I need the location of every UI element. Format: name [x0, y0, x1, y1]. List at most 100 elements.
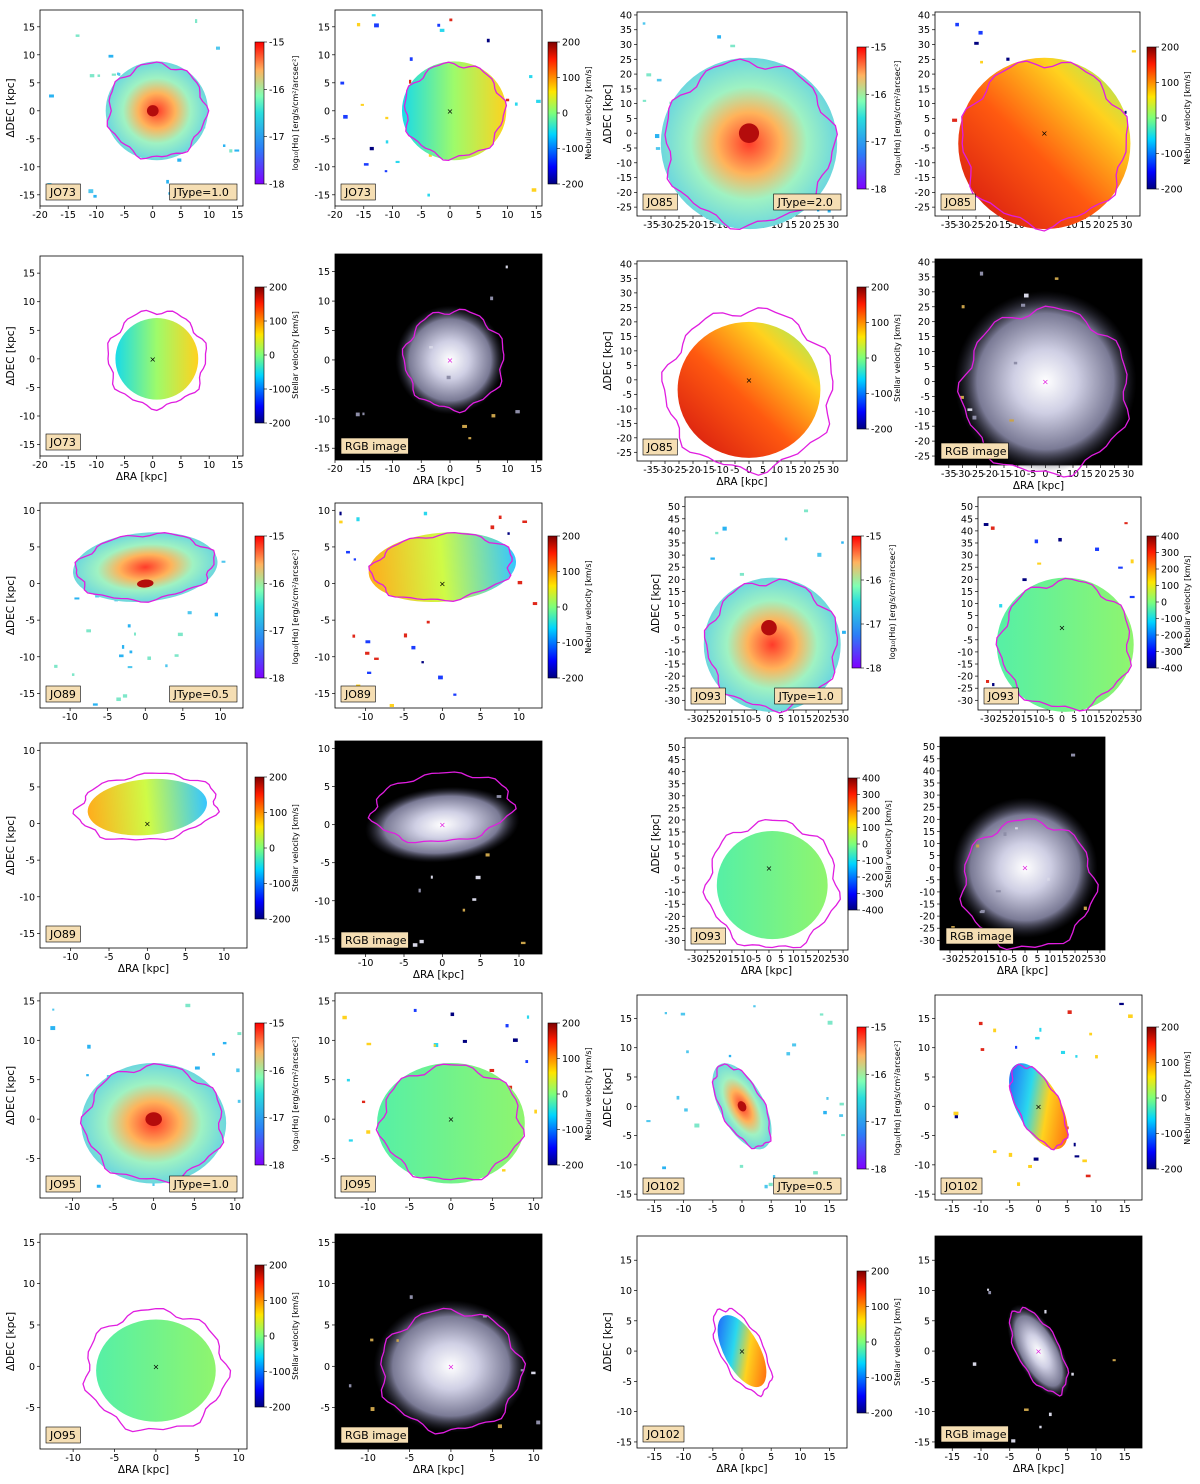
colorbar-tick-label: 200	[1161, 43, 1179, 54]
ra-tick-label: 25	[813, 465, 825, 476]
noise-pixel	[1060, 1050, 1066, 1055]
dec-tick-label: 10	[918, 1043, 930, 1054]
dec-tick-label: 0	[924, 1102, 930, 1113]
ra-tick-label: -15	[356, 210, 372, 221]
ra-tick-label: 25	[813, 220, 825, 231]
dec-tick-label: 5	[29, 1320, 35, 1331]
noise-pixel	[784, 537, 788, 541]
nebular-colorbar	[547, 41, 558, 185]
ra-tick-label: 5	[489, 1453, 495, 1464]
dec-tick-label: -10	[19, 892, 35, 903]
dec-tick-label: 30	[620, 40, 632, 51]
dec-tick-label: 5	[924, 1073, 930, 1084]
ra-tick-label: -5	[120, 460, 129, 471]
noise-pixel	[1129, 595, 1135, 599]
stellar-colorbar	[856, 1270, 867, 1414]
halpha-emission-map	[73, 532, 218, 603]
colorbar-tick-label: -100	[871, 389, 893, 400]
dec-tick-label: -25	[616, 203, 632, 214]
dec-tick-label: 25	[668, 803, 680, 814]
dec-axis-label: ΔDEC [kpc]	[5, 576, 17, 635]
dec-tick-label: 0	[626, 375, 632, 386]
noise-pixel	[127, 624, 131, 628]
noise-pixel	[507, 532, 510, 535]
colorbar-tick-label: -200	[871, 1409, 893, 1420]
dec-tick-label: 0	[626, 129, 632, 140]
noise-pixel	[490, 525, 495, 530]
ra-tick-label: 10	[214, 712, 226, 723]
noise-pixel	[71, 673, 75, 676]
halpha-colorbar	[254, 41, 265, 185]
dec-tick-label: -10	[616, 1160, 632, 1171]
ra-tick-label: -10	[360, 1202, 376, 1213]
colorbar-tick-label: 0	[1161, 1094, 1167, 1105]
galaxy-rgb-image	[954, 290, 1137, 473]
ra-tick-label: -25	[955, 954, 971, 965]
colorbar-tick-label: -16	[269, 579, 285, 590]
noise-pixel	[497, 1424, 502, 1429]
dec-tick-label: 35	[961, 538, 973, 549]
noise-pixel	[1082, 1159, 1087, 1163]
noise-pixel	[739, 1164, 744, 1168]
disk-contour	[82, 1307, 232, 1433]
colorbar-tick-label: 0	[871, 1338, 877, 1349]
colorbar-tick-label: -15	[871, 43, 887, 54]
dec-tick-label: 25	[620, 55, 632, 66]
noise-pixel	[108, 54, 114, 58]
dec-tick-label: -15	[616, 173, 632, 184]
noise-pixel	[450, 1012, 455, 1017]
noise-pixel	[526, 1015, 530, 1019]
rgb-image-tag: RGB image	[945, 445, 1007, 458]
dec-tick-label: -15	[314, 190, 330, 201]
dec-tick-label: -5	[921, 392, 930, 403]
dec-tick-label: -30	[664, 936, 680, 947]
noise-pixel	[427, 193, 430, 197]
center-marker: ×	[144, 820, 151, 829]
colorbar-tick-label: 400	[1161, 532, 1179, 543]
ra-tick-label: 5	[1064, 1204, 1070, 1215]
noise-pixel	[97, 74, 101, 77]
dec-tick-label: 20	[620, 317, 632, 328]
noise-pixel	[389, 703, 394, 708]
stellar-velocity-map	[115, 318, 199, 400]
noise-pixel	[1128, 1014, 1133, 1019]
colorbar-tick-label: 100	[562, 1054, 580, 1065]
disk-contour	[367, 771, 517, 844]
ra-tick-label: -5	[1027, 469, 1036, 480]
dec-tick-label: 0	[29, 1362, 35, 1373]
dec-tick-label: 10	[918, 1286, 930, 1297]
noise-pixel	[786, 1052, 791, 1056]
center-marker: ×	[746, 376, 753, 385]
noise-pixel	[976, 844, 980, 848]
colorbar-tick-label: -300	[1161, 647, 1183, 658]
ra-tick-label: 0	[1035, 1452, 1041, 1463]
dec-tick-label: 15	[620, 332, 632, 343]
noise-pixel	[212, 1052, 215, 1056]
dec-tick-label: -15	[914, 422, 930, 433]
ra-tick-label: -15	[647, 1204, 663, 1215]
noise-pixel	[49, 94, 54, 98]
dec-tick-label: 30	[961, 551, 973, 562]
noise-pixel	[983, 523, 989, 526]
dec-tick-label: -15	[616, 419, 632, 430]
dec-axis-label: ΔDEC [kpc]	[602, 84, 614, 143]
noise-pixel	[1017, 1182, 1021, 1186]
galaxy-id-tag: JO73	[344, 186, 371, 199]
noise-pixel	[1124, 110, 1127, 114]
center-marker: ×	[1035, 1347, 1042, 1356]
noise-pixel	[236, 1068, 240, 1073]
dec-tick-label: 35	[918, 272, 930, 283]
noise-pixel	[489, 1068, 495, 1072]
noise-pixel	[1119, 1002, 1124, 1006]
dec-axis-label: ΔDEC [kpc]	[5, 1066, 17, 1125]
ra-tick-label: -20	[32, 210, 48, 221]
noise-pixel	[1075, 1055, 1078, 1058]
galaxy-rgb-image	[365, 786, 520, 863]
noise-pixel	[739, 572, 745, 576]
ra-tick-label: -25	[969, 469, 985, 480]
noise-pixel	[1014, 1045, 1018, 1049]
neb-panel: -15 -10 -5 0 5 10 15 -15 -10 -5 0 5 10 15 × JO102 200 100…	[914, 994, 1192, 1215]
dec-tick-label: -10	[616, 404, 632, 415]
ra-tick-label: 0	[1042, 469, 1048, 480]
dec-tick-label: 5	[29, 542, 35, 553]
